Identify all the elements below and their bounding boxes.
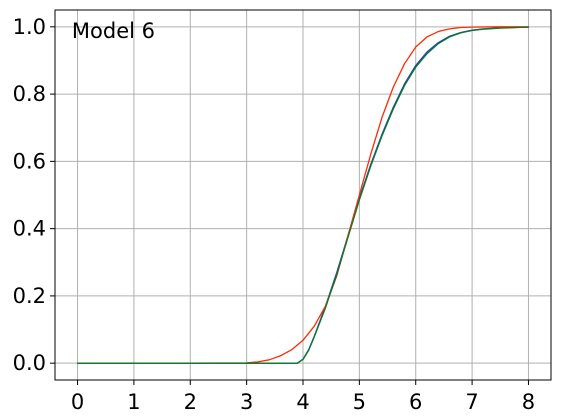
y-tick-label: 0.2 [13,284,46,308]
y-tick-label: 1.0 [13,15,46,39]
y-tick-label: 0.4 [13,217,46,241]
series-line-2 [76,26,530,364]
x-tick-label: 2 [184,390,197,414]
x-tick-label: 7 [465,390,478,414]
x-axis: 0 1 2 3 4 5 6 7 8 [71,380,535,414]
y-axis: 0.0 0.2 0.4 0.6 0.8 1.0 [13,15,55,375]
series-line-3 [76,26,530,364]
x-tick-label: 3 [240,390,253,414]
x-tick-label: 4 [296,390,309,414]
grid [55,10,551,380]
x-tick-label: 0 [71,390,84,414]
x-tick-label: 6 [409,390,422,414]
y-tick-label: 0.8 [13,82,46,106]
x-tick-label: 5 [353,390,366,414]
series-layer [76,26,530,364]
x-tick-label: 8 [522,390,535,414]
model-annotation: Model 6 [72,19,155,43]
y-tick-label: 0.0 [13,351,46,375]
x-tick-label: 1 [127,390,140,414]
y-tick-label: 0.6 [13,149,46,173]
